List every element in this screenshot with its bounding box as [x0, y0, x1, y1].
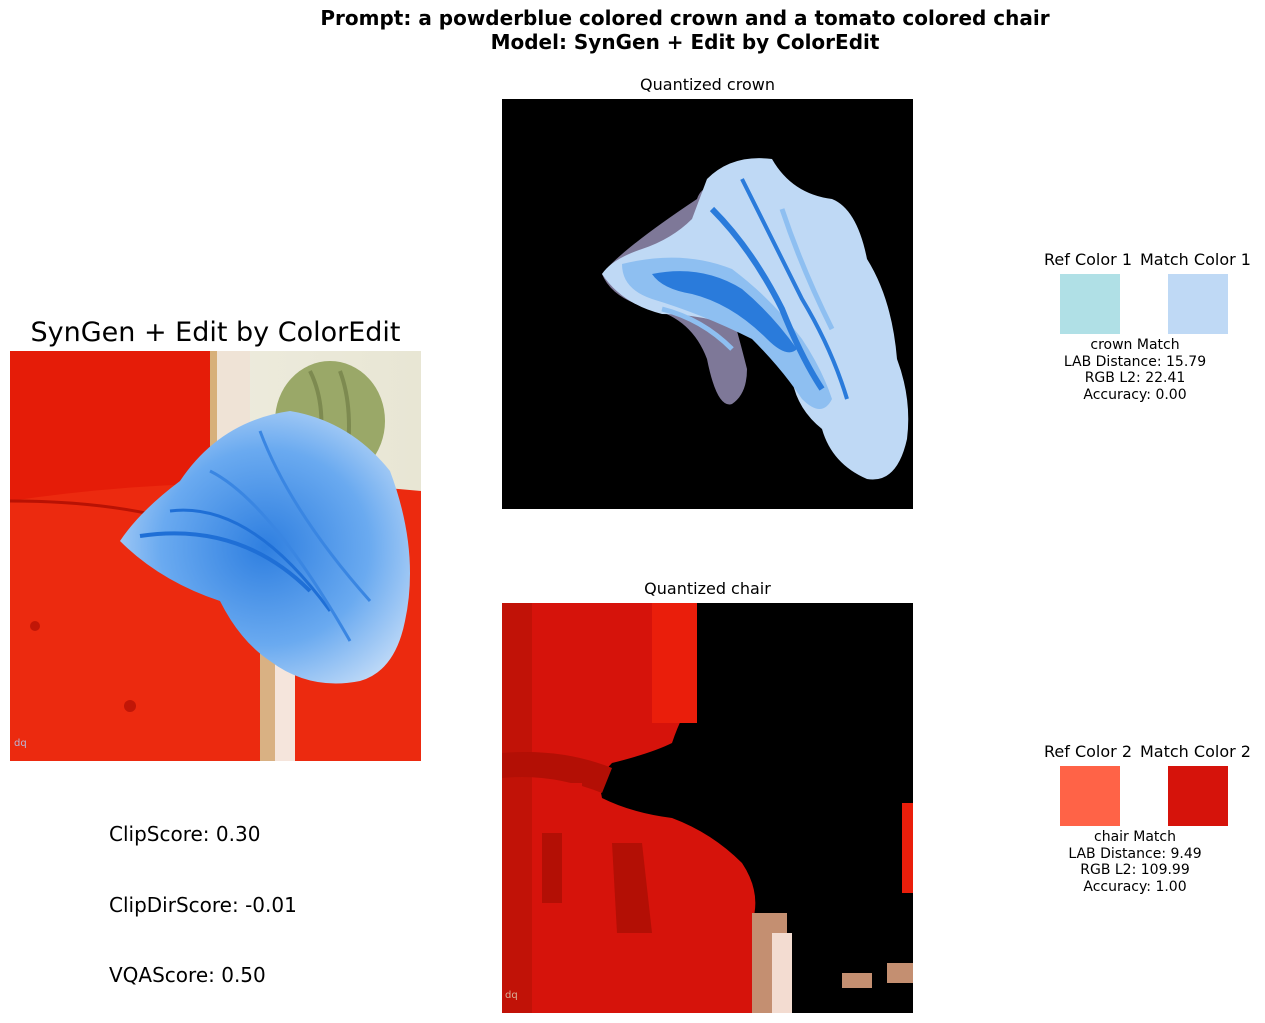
crown-rgb-l2: RGB L2: 22.41: [1084, 370, 1186, 386]
ref-color-1-label: Ref Color 1: [1044, 250, 1132, 269]
clip-dir-score: ClipDirScore: -0.01: [109, 892, 297, 917]
generated-image: dq: [10, 351, 421, 761]
match-color-2-label: Match Color 2: [1140, 742, 1251, 761]
figure-title: Prompt: a powderblue colored crown and a…: [0, 6, 1265, 54]
crown-lab-distance: LAB Distance: 15.79: [1063, 353, 1207, 370]
ref-color-1-swatch: [1060, 274, 1120, 334]
clip-score: ClipScore: 0.30: [109, 822, 261, 846]
chair-lab-distance: LAB Distance: 9.49: [1068, 845, 1202, 862]
prompt-line: Prompt: a powderblue colored crown and a…: [320, 6, 1050, 30]
crown-accuracy: Accuracy: 0.00: [1083, 386, 1187, 403]
ref-color-2-swatch: [1060, 766, 1120, 826]
ref-color-2-label: Ref Color 2: [1044, 742, 1132, 761]
chair-match-stats: chair Match LAB Distance: 9.49 RGB L2: 1…: [1035, 829, 1235, 895]
model-line: Model: SynGen + Edit by ColorEdit: [490, 30, 880, 54]
match-color-1-swatch: [1168, 274, 1228, 334]
chair-accuracy: Accuracy: 1.00: [1083, 878, 1187, 895]
match-color-1-label: Match Color 1: [1140, 250, 1251, 269]
vqa-score: VQAScore: 0.50: [109, 963, 266, 987]
quantized-chair-drawing: dq: [502, 603, 913, 1013]
svg-text:dq: dq: [505, 990, 518, 1001]
crown-match-stats: crown Match LAB Distance: 15.79 RGB L2: …: [1035, 337, 1235, 403]
match-color-2-swatch: [1168, 766, 1228, 826]
crown-match-name: crown Match: [1090, 337, 1180, 353]
quantized-chair-title: Quantized chair: [644, 579, 771, 598]
chair-match-name: chair Match: [1094, 829, 1176, 845]
main-panel-title: SynGen + Edit by ColorEdit: [30, 317, 401, 348]
quantized-chair-image: dq: [502, 603, 913, 1013]
quantized-crown-image: [502, 99, 913, 509]
quantized-crown-title: Quantized crown: [640, 75, 775, 94]
generated-image-drawing: dq: [10, 351, 421, 761]
quantized-crown-drawing: [502, 99, 913, 509]
chair-rgb-l2: RGB L2: 109.99: [1080, 862, 1190, 878]
svg-text:dq: dq: [14, 738, 27, 749]
score-block: ClipScore: 0.30 ClipDirScore: -0.01 VQAS…: [109, 776, 297, 1011]
